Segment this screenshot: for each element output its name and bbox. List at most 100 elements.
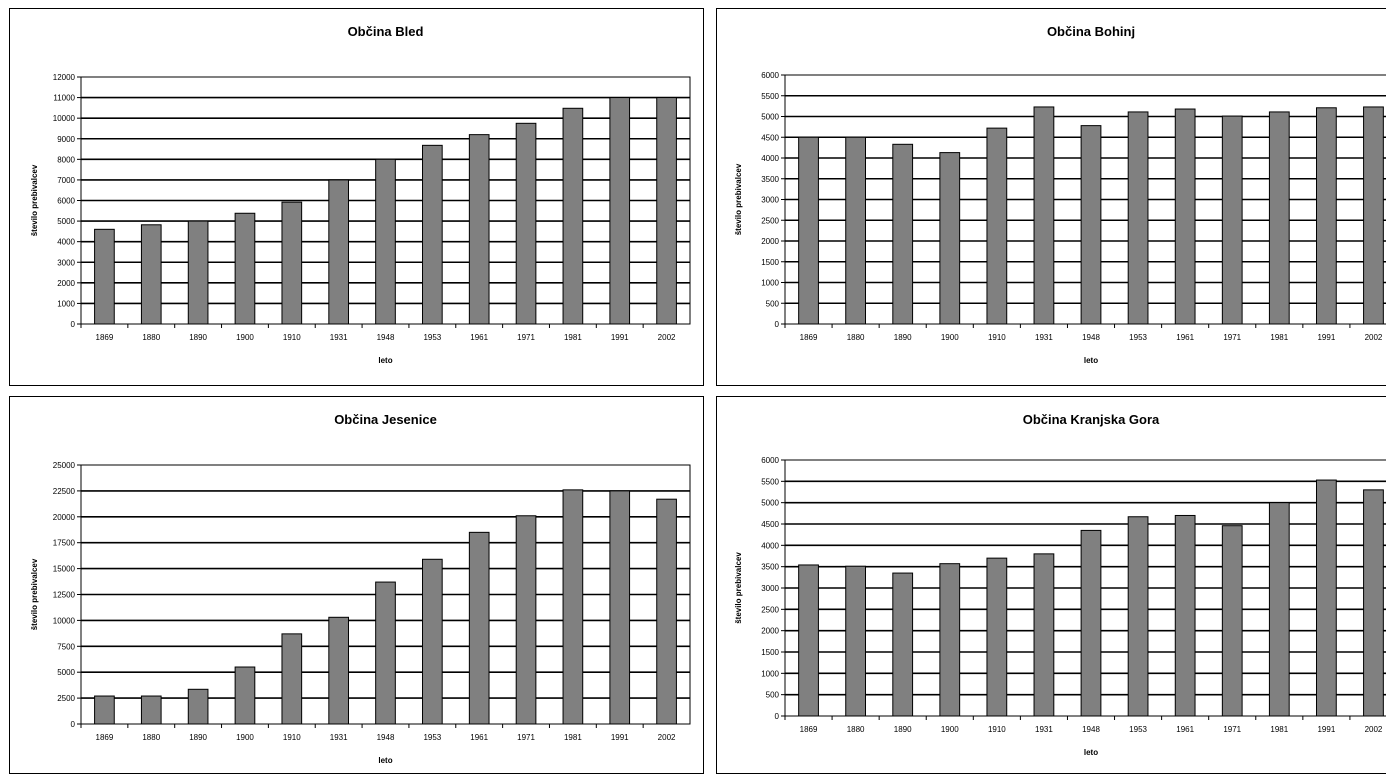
bar-chart-bohinj: Občina Bohinj 0 500 1000 1500 2000 2500 3000 350… <box>734 24 1386 365</box>
bar-1991 <box>609 97 631 325</box>
y-tick-label: 3000 <box>57 258 75 267</box>
y-tick-label: 0 <box>775 320 780 329</box>
x-tick-label: 1869 <box>96 733 114 742</box>
bar-1900 <box>234 212 256 325</box>
x-tick-label: 1890 <box>894 725 912 734</box>
y-tick-label: 7500 <box>57 642 75 651</box>
x-tick-label: 1971 <box>517 733 535 742</box>
x-tick-label: 1931 <box>1035 333 1053 342</box>
bar-2002 <box>1363 489 1384 717</box>
x-tick-label: 1910 <box>988 333 1006 342</box>
bar-1948 <box>375 158 396 325</box>
y-tick-label: 5000 <box>57 668 75 677</box>
y-tick-label: 5500 <box>761 477 779 486</box>
y-tick-label: 2000 <box>57 279 75 288</box>
y-tick-label: 0 <box>71 720 76 729</box>
chart-title: Občina Jesenice <box>334 412 437 427</box>
x-axis-label: leto <box>378 356 392 365</box>
bar-1910 <box>986 127 1008 325</box>
bar-1900 <box>234 666 256 725</box>
bar-1971 <box>515 515 537 725</box>
bar-1971 <box>515 122 537 325</box>
x-tick-label: 1981 <box>1270 333 1288 342</box>
y-tick-label: 500 <box>766 299 780 308</box>
bar-1981 <box>1268 502 1290 717</box>
x-tick-label: 1948 <box>377 733 395 742</box>
y-tick-label: 500 <box>766 691 780 700</box>
y-tick-label: 4000 <box>761 154 779 163</box>
y-tick-label: 2000 <box>761 627 779 636</box>
bar-1953 <box>422 144 443 325</box>
x-tick-label: 1890 <box>189 333 207 342</box>
x-tick-label: 1869 <box>96 333 114 342</box>
y-tick-label: 1500 <box>761 258 779 267</box>
x-tick-label: 1910 <box>988 725 1006 734</box>
bar-1981 <box>1268 111 1290 325</box>
y-tick-label: 9000 <box>57 135 75 144</box>
y-tick-label: 8000 <box>57 155 75 164</box>
bar-1869 <box>798 564 819 717</box>
y-tick-label: 4500 <box>761 520 779 529</box>
y-axis-label: število prebivalcev <box>30 164 39 236</box>
bar-1971 <box>1221 115 1243 325</box>
bar-1991 <box>609 490 631 725</box>
bar-1910 <box>281 201 303 325</box>
x-tick-label: 1953 <box>423 333 441 342</box>
bar-1948 <box>1080 125 1102 325</box>
y-tick-label: 5500 <box>761 92 779 101</box>
bar-chart-kranjska-gora: Občina Kranjska Gora 0 500 1000 1500 2000 2500… <box>734 412 1386 757</box>
x-tick-label: 1910 <box>283 733 301 742</box>
x-tick-label: 1869 <box>800 333 818 342</box>
y-tick-label: 4000 <box>57 238 75 247</box>
x-tick-label: 1931 <box>330 333 348 342</box>
y-axis-label: število prebivalcev <box>734 552 743 624</box>
x-tick-label: 1971 <box>517 333 535 342</box>
x-tick-label: 1890 <box>189 733 207 742</box>
y-tick-label: 10000 <box>53 616 76 625</box>
y-tick-label: 2500 <box>57 694 75 703</box>
chart-title: Občina Bled <box>348 24 424 39</box>
bar-1981 <box>562 107 584 325</box>
y-tick-label: 17500 <box>53 539 76 548</box>
y-tick-label: 1000 <box>761 279 779 288</box>
x-tick-label: 1931 <box>1035 725 1053 734</box>
bar-1931 <box>1033 553 1055 717</box>
x-tick-label: 1971 <box>1223 725 1241 734</box>
chart-title: Občina Bohinj <box>1047 24 1135 39</box>
x-tick-label: 1880 <box>847 333 865 342</box>
bar-chart-jesenice: Občina Jesenice 0 2500 5000 7500 10000 12500 15… <box>30 412 691 765</box>
bar-1961 <box>1174 514 1196 717</box>
x-tick-label: 2002 <box>1365 333 1383 342</box>
bar-1900 <box>939 152 961 325</box>
y-tick-label: 1000 <box>57 299 75 308</box>
y-tick-label: 12500 <box>53 591 76 600</box>
y-tick-label: 4000 <box>761 541 779 550</box>
x-tick-label: 1991 <box>1317 725 1335 734</box>
bar-2002 <box>656 498 677 725</box>
y-tick-label: 2000 <box>761 237 779 246</box>
bar-2002 <box>1363 106 1384 325</box>
x-tick-label: 1948 <box>377 333 395 342</box>
x-tick-label: 1890 <box>894 333 912 342</box>
y-tick-label: 1500 <box>761 648 779 657</box>
bar-1869 <box>94 228 115 325</box>
bar-1961 <box>468 531 490 725</box>
bar-1953 <box>1127 516 1149 717</box>
bar-1931 <box>328 179 349 325</box>
bar-1961 <box>1174 108 1196 325</box>
bar-1971 <box>1221 525 1243 717</box>
x-tick-label: 1900 <box>236 733 254 742</box>
bar-1890 <box>892 143 914 325</box>
y-tick-label: 2500 <box>761 605 779 614</box>
bar-1880 <box>845 136 867 325</box>
bar-1890 <box>892 572 914 717</box>
chart-panel-bohinj: Občina Bohinj 0 500 1000 1500 2000 2500 3000 350… <box>716 8 1386 386</box>
y-tick-label: 25000 <box>53 461 76 470</box>
bar-1991 <box>1315 479 1337 717</box>
x-tick-label: 1981 <box>564 333 582 342</box>
bar-1931 <box>1033 106 1055 325</box>
bar-1948 <box>1080 529 1102 717</box>
x-tick-label: 1961 <box>1176 725 1194 734</box>
x-tick-label: 2002 <box>658 733 676 742</box>
bar-1981 <box>562 489 584 725</box>
